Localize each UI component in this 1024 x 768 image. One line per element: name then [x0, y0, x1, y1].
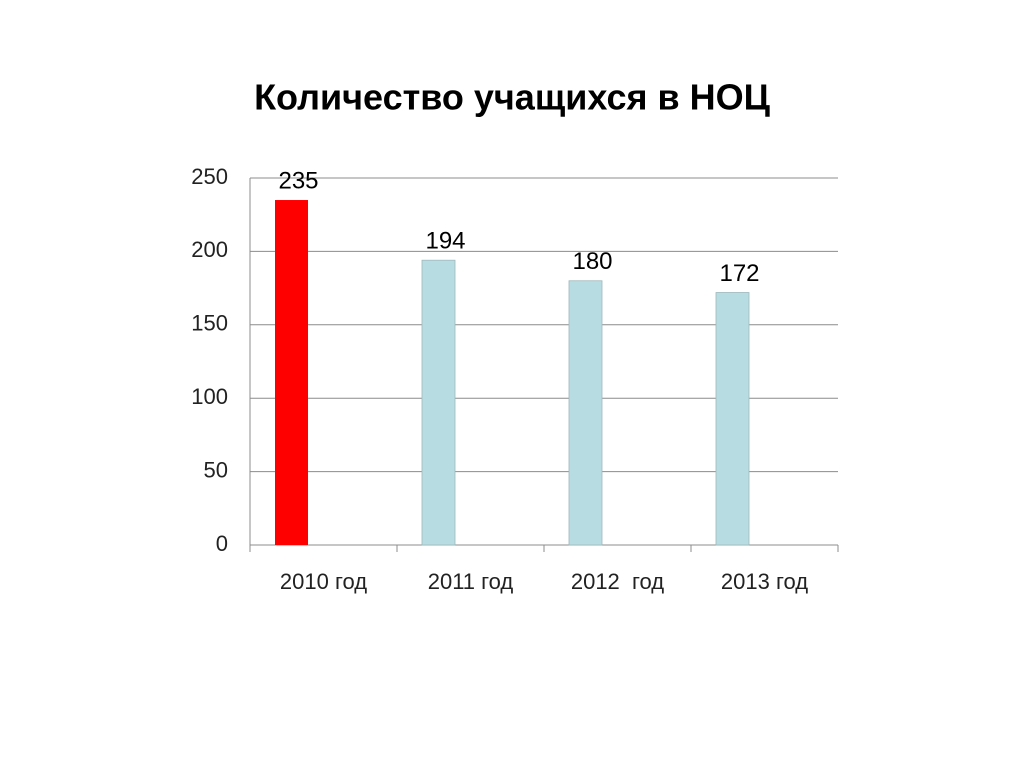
bar	[275, 200, 308, 545]
chart-title: Количество учащихся в НОЦ	[254, 77, 771, 118]
value-label: 172	[719, 260, 759, 287]
y-tick-label: 100	[191, 384, 228, 409]
x-tick-label: 2013 год	[721, 569, 808, 594]
x-tick-label: 2010 год	[280, 569, 367, 594]
y-tick-label: 50	[204, 457, 228, 482]
bar	[421, 259, 456, 546]
bar	[568, 280, 603, 546]
y-tick-label: 150	[191, 311, 228, 336]
value-label: 235	[278, 167, 318, 194]
x-tick-label: 2012 год	[571, 569, 664, 594]
value-label: 194	[425, 228, 465, 255]
bar	[715, 292, 750, 546]
value-label: 180	[572, 248, 612, 275]
x-tick-label: 2011 год	[428, 569, 514, 594]
y-tick-label: 200	[191, 237, 228, 262]
y-tick-label: 0	[216, 531, 228, 556]
y-tick-label: 250	[191, 164, 228, 189]
